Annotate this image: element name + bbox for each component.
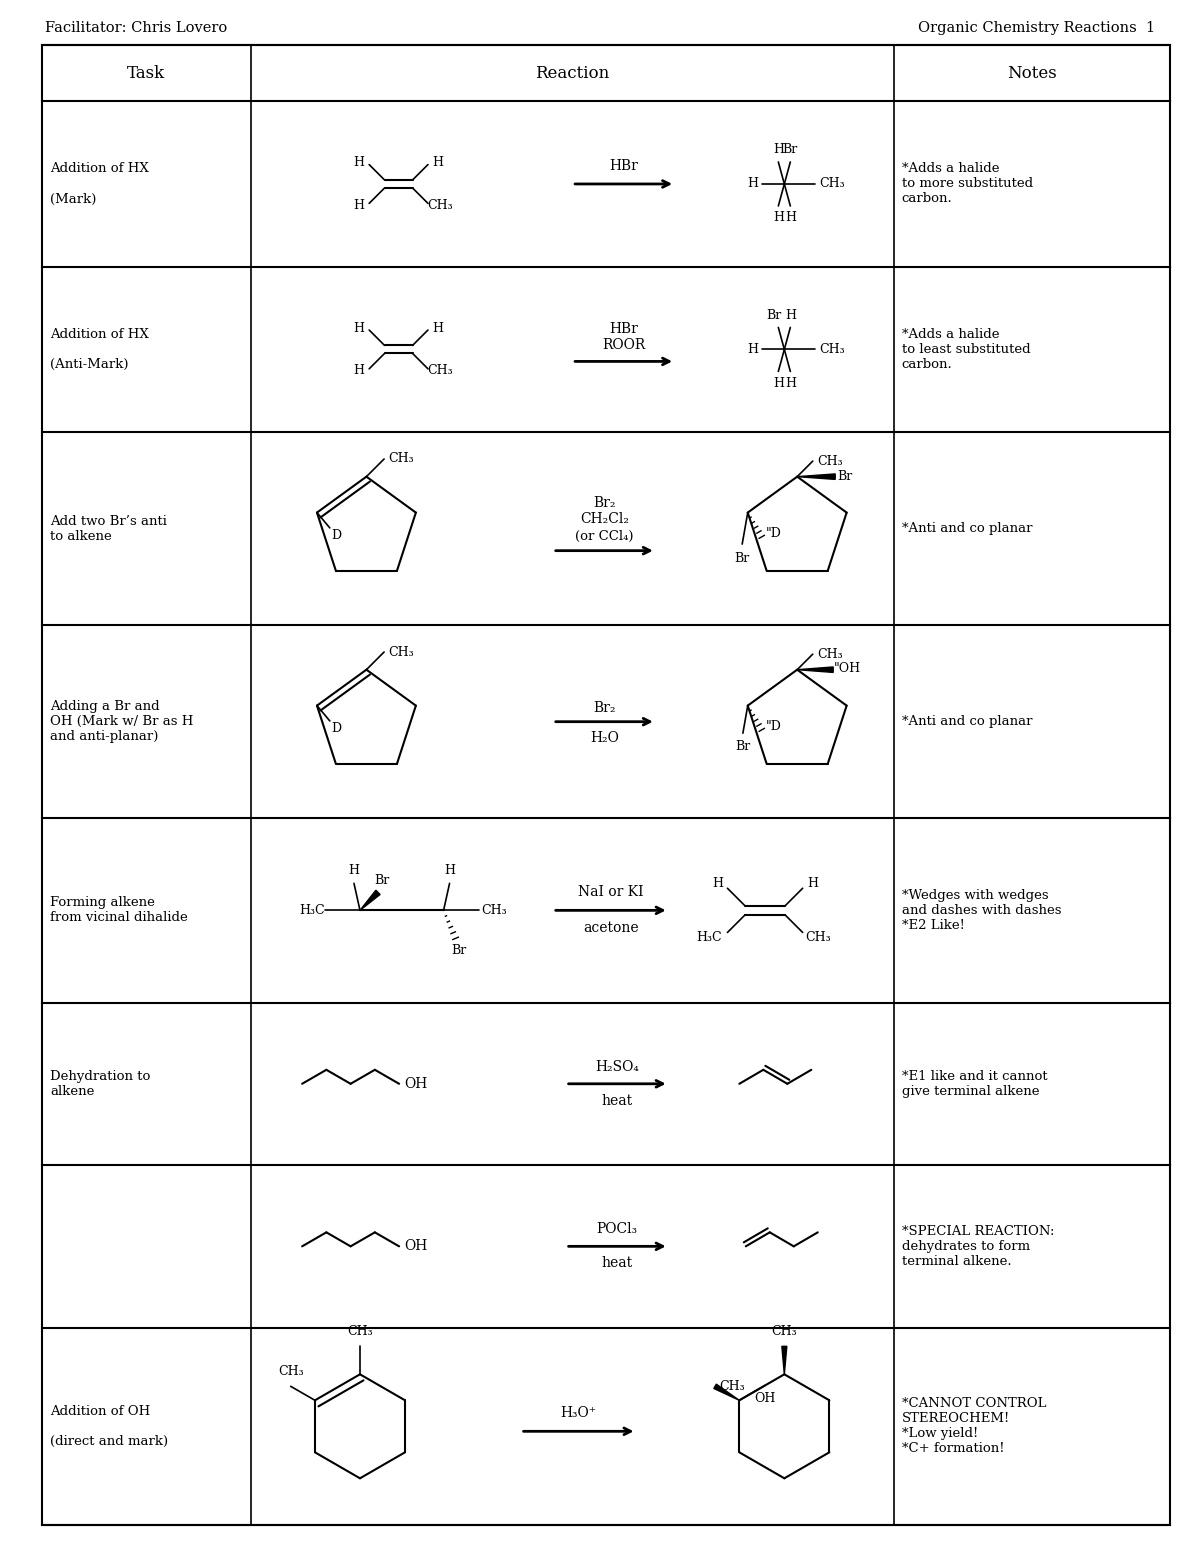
Text: D: D: [331, 530, 342, 542]
Text: Br₂: Br₂: [593, 700, 616, 714]
Text: H: H: [773, 377, 784, 390]
Text: *Adds a halide
to least substituted
carbon.: *Adds a halide to least substituted carb…: [901, 328, 1031, 371]
Text: OH: OH: [404, 1239, 427, 1253]
Text: CH₃: CH₃: [772, 1325, 797, 1337]
Text: Br: Br: [838, 471, 853, 483]
Text: CH₃: CH₃: [427, 365, 452, 377]
Text: H: H: [773, 211, 784, 225]
Text: *Anti and co planar: *Anti and co planar: [901, 522, 1032, 536]
Text: NaI or KI: NaI or KI: [578, 885, 643, 899]
Text: H: H: [773, 143, 784, 157]
Text: heat: heat: [601, 1093, 632, 1107]
Text: H: H: [712, 877, 722, 890]
Text: H₃C: H₃C: [697, 930, 722, 944]
Text: Notes: Notes: [1007, 65, 1057, 82]
Text: Br: Br: [782, 143, 798, 157]
Text: *E1 like and it cannot
give terminal alkene: *E1 like and it cannot give terminal alk…: [901, 1070, 1048, 1098]
Text: Adding a Br and
OH (Mark w/ Br as H
and anti-planar): Adding a Br and OH (Mark w/ Br as H and …: [50, 700, 193, 744]
Text: H: H: [785, 377, 796, 390]
Polygon shape: [797, 666, 833, 672]
Text: Br: Br: [374, 874, 390, 887]
Text: Br: Br: [767, 309, 782, 321]
Text: CH₃: CH₃: [820, 177, 845, 191]
Text: Facilitator: Chris Lovero: Facilitator: Chris Lovero: [46, 22, 227, 36]
Text: CH₃: CH₃: [427, 199, 452, 211]
Text: CH₃: CH₃: [719, 1379, 745, 1393]
Text: "D: "D: [766, 528, 781, 540]
Text: *SPECIAL REACTION:
dehydrates to form
terminal alkene.: *SPECIAL REACTION: dehydrates to form te…: [901, 1225, 1054, 1267]
Text: H: H: [432, 321, 444, 334]
Text: Br₂: Br₂: [593, 495, 616, 509]
Text: (or CCl₄): (or CCl₄): [575, 530, 634, 544]
Text: Addition of HX

(Anti-Mark): Addition of HX (Anti-Mark): [50, 328, 149, 371]
Text: ROOR: ROOR: [602, 339, 646, 353]
Text: H₃C: H₃C: [299, 904, 325, 916]
Text: Task: Task: [127, 65, 166, 82]
Text: H₃O⁺: H₃O⁺: [560, 1407, 596, 1421]
Text: H: H: [354, 321, 365, 334]
Text: H₂O: H₂O: [590, 730, 619, 745]
Polygon shape: [714, 1384, 739, 1401]
Text: CH₃: CH₃: [389, 646, 414, 658]
Text: H: H: [354, 155, 365, 169]
Text: H: H: [785, 211, 796, 225]
Text: *Wedges with wedges
and dashes with dashes
*E2 Like!: *Wedges with wedges and dashes with dash…: [901, 888, 1061, 932]
Text: CH₃: CH₃: [347, 1325, 373, 1337]
Text: CH₃: CH₃: [278, 1365, 304, 1378]
Text: Add two Br’s anti
to alkene: Add two Br’s anti to alkene: [50, 514, 167, 542]
Text: *CANNOT CONTROL
STEREOCHEM!
*Low yield!
*C+ formation!: *CANNOT CONTROL STEREOCHEM! *Low yield! …: [901, 1398, 1046, 1455]
Text: Reaction: Reaction: [535, 65, 610, 82]
Text: H: H: [746, 177, 758, 191]
Text: acetone: acetone: [583, 921, 638, 935]
Text: CH₃: CH₃: [820, 343, 845, 356]
Text: Br: Br: [451, 944, 466, 957]
Text: H: H: [354, 365, 365, 377]
Text: Addition of OH

(direct and mark): Addition of OH (direct and mark): [50, 1405, 168, 1447]
Text: heat: heat: [601, 1256, 632, 1270]
Text: *Adds a halide
to more substituted
carbon.: *Adds a halide to more substituted carbo…: [901, 163, 1033, 205]
Text: H₂SO₄: H₂SO₄: [595, 1059, 640, 1073]
Text: POCl₃: POCl₃: [596, 1222, 637, 1236]
Text: OH: OH: [755, 1391, 776, 1405]
Text: Addition of HX

(Mark): Addition of HX (Mark): [50, 163, 149, 205]
Text: CH₃: CH₃: [389, 452, 414, 466]
Text: H: H: [354, 199, 365, 211]
Text: "D: "D: [766, 721, 781, 733]
Text: CH₃: CH₃: [817, 648, 842, 660]
Text: H: H: [432, 155, 444, 169]
Text: D: D: [331, 722, 342, 736]
Text: H: H: [785, 309, 796, 321]
Polygon shape: [360, 890, 380, 910]
Text: H: H: [348, 863, 360, 877]
Text: "OH: "OH: [834, 662, 860, 676]
Text: HBr: HBr: [610, 158, 638, 172]
Text: CH₃: CH₃: [481, 904, 506, 916]
Text: CH₃: CH₃: [805, 930, 830, 944]
Text: H: H: [746, 343, 758, 356]
Text: Br: Br: [736, 739, 750, 753]
Text: H: H: [444, 863, 455, 877]
Text: *Anti and co planar: *Anti and co planar: [901, 716, 1032, 728]
Text: H: H: [808, 877, 818, 890]
Text: CH₂Cl₂: CH₂Cl₂: [580, 511, 629, 525]
Polygon shape: [782, 1346, 787, 1374]
Text: Forming alkene
from vicinal dihalide: Forming alkene from vicinal dihalide: [50, 896, 187, 924]
Polygon shape: [797, 474, 835, 480]
Text: HBr: HBr: [610, 323, 638, 337]
Text: OH: OH: [404, 1076, 427, 1090]
Text: CH₃: CH₃: [817, 455, 842, 467]
Text: Br: Br: [734, 551, 750, 565]
Text: Dehydration to
alkene: Dehydration to alkene: [50, 1070, 150, 1098]
Text: Organic Chemistry Reactions  1: Organic Chemistry Reactions 1: [918, 22, 1154, 36]
